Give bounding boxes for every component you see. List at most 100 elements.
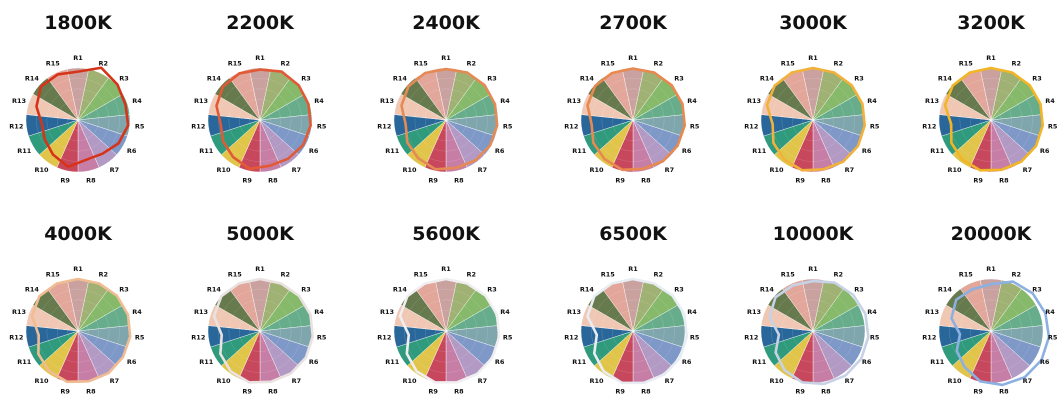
sector-label-r6: R6 — [682, 358, 692, 366]
sector-label-r12: R12 — [377, 122, 391, 130]
sector-label-r1: R1 — [808, 265, 818, 273]
grid-ring — [46, 88, 110, 152]
sector-label-r11: R11 — [17, 358, 32, 366]
sector-label-r2: R2 — [98, 270, 108, 278]
sector-label-r10: R10 — [217, 166, 232, 174]
sector-label-r3: R3 — [674, 75, 684, 83]
sector-label-r5: R5 — [870, 333, 880, 341]
sector-label-r11: R11 — [199, 147, 214, 155]
grid-ring — [959, 299, 1023, 363]
test-source-outline — [765, 66, 867, 172]
grid-ring — [591, 289, 675, 373]
grid-ring — [238, 99, 281, 141]
test-source-outline — [35, 66, 130, 169]
sector-label-r6: R6 — [495, 147, 505, 155]
chart-title: 4000K — [44, 223, 112, 245]
sector-label-r6: R6 — [862, 358, 872, 366]
sector-label-r1: R1 — [73, 54, 83, 62]
sector-label-r8: R8 — [454, 388, 464, 396]
sector-label-r7: R7 — [292, 166, 302, 174]
grid-ring — [622, 320, 644, 342]
sector-label-r1: R1 — [986, 265, 996, 273]
grid-ring — [980, 109, 1002, 131]
sector-label-r4: R4 — [500, 97, 510, 105]
chart-title: 6500K — [599, 223, 667, 245]
sector-label-r1: R1 — [441, 265, 451, 273]
sector-label-r1: R1 — [628, 54, 638, 62]
sector-label-r1: R1 — [73, 265, 83, 273]
grid-ring — [56, 310, 99, 352]
sector-label-r5: R5 — [135, 122, 145, 130]
sector-label-r9: R9 — [973, 388, 983, 396]
polar-plot: R1 R2 R3 R4 R5 R6 R7 R8 R9 R10 R11 R12 R13 R14 R15 — [9, 265, 145, 396]
sector-label-r14: R14 — [25, 286, 40, 294]
sector-label-r2: R2 — [98, 59, 108, 67]
test-source-outline — [30, 277, 132, 384]
grid-ring — [249, 109, 271, 131]
sector-label-r15: R15 — [601, 59, 616, 67]
sector-label-r14: R14 — [938, 286, 953, 294]
sector-label-r12: R12 — [564, 122, 578, 130]
sector-label-r4: R4 — [132, 97, 142, 105]
sector-label-r15: R15 — [228, 59, 243, 67]
sector-label-r13: R13 — [925, 97, 939, 105]
sector-label-r3: R3 — [487, 75, 497, 83]
sector-label-r13: R13 — [567, 308, 581, 316]
grid-ring — [46, 299, 110, 363]
grid-ring — [414, 88, 478, 152]
sector-label-r8: R8 — [821, 388, 831, 396]
sector-label-r10: R10 — [948, 377, 963, 385]
sector-label-r7: R7 — [845, 377, 855, 385]
grid-ring — [218, 78, 302, 162]
grid-ring — [611, 99, 654, 141]
sector-label-r1: R1 — [255, 54, 265, 62]
sector-label-r8: R8 — [999, 388, 1009, 396]
sector-label-r6: R6 — [309, 147, 319, 155]
sector-label-r10: R10 — [403, 377, 418, 385]
sector-label-r7: R7 — [292, 377, 302, 385]
sector-label-r15: R15 — [414, 270, 429, 278]
grid-ring — [67, 320, 89, 342]
sector-label-r5: R5 — [690, 122, 700, 130]
test-source-outline — [950, 280, 1051, 387]
sector-label-r6: R6 — [682, 147, 692, 155]
sector-label-r13: R13 — [747, 308, 761, 316]
polar-plot: R1 R2 R3 R4 R5 R6 R7 R8 R9 R10 R11 R12 R13 R14 R15 — [9, 54, 145, 185]
sector-label-r5: R5 — [135, 333, 145, 341]
sector-label-r15: R15 — [781, 59, 796, 67]
polar-chart-2400k: 2400K R1 R2 R3 R4 R5 R6 R7 R8 R9 R10 R11 R12 R13 R14 R1… — [356, 2, 536, 185]
sector-r15 — [782, 279, 814, 332]
sector-label-r6: R6 — [1040, 147, 1050, 155]
sector-label-r8: R8 — [86, 388, 96, 396]
grid-ring — [228, 88, 292, 152]
chart-title: 1800K — [44, 12, 112, 34]
sector-label-r15: R15 — [46, 270, 61, 278]
grid-ring — [238, 310, 281, 352]
grid-ring — [424, 310, 467, 352]
sector-label-r9: R9 — [60, 388, 70, 396]
sector-label-r15: R15 — [228, 270, 243, 278]
polar-chart-2700k: 2700K R1 R2 R3 R4 R5 R6 R7 R8 R9 R10 R11 R12 R13 R14 R1… — [543, 2, 723, 185]
sector-label-r4: R4 — [500, 308, 510, 316]
sector-label-r9: R9 — [428, 388, 438, 396]
sector-label-r3: R3 — [1032, 75, 1042, 83]
sector-label-r7: R7 — [478, 166, 488, 174]
grid-ring — [969, 99, 1012, 141]
sector-label-r12: R12 — [564, 333, 578, 341]
chart-title: 10000K — [772, 223, 854, 245]
sector-label-r4: R4 — [687, 97, 697, 105]
sector-label-r3: R3 — [487, 286, 497, 294]
test-source-outline — [212, 277, 315, 384]
sector-label-r4: R4 — [867, 97, 877, 105]
test-source-outline — [215, 68, 312, 171]
sector-label-r5: R5 — [503, 122, 513, 130]
sector-label-r14: R14 — [393, 286, 408, 294]
grid-ring — [980, 320, 1002, 342]
sector-label-r10: R10 — [590, 377, 605, 385]
sector-label-r8: R8 — [999, 177, 1009, 185]
grid-ring — [435, 109, 457, 131]
chart-title: 3200K — [957, 12, 1025, 34]
polar-plot: R1 R2 R3 R4 R5 R6 R7 R8 R9 R10 R11 R12 R13 R14 R15 — [744, 265, 880, 396]
sector-label-r6: R6 — [1040, 358, 1050, 366]
sector-label-r12: R12 — [744, 333, 758, 341]
